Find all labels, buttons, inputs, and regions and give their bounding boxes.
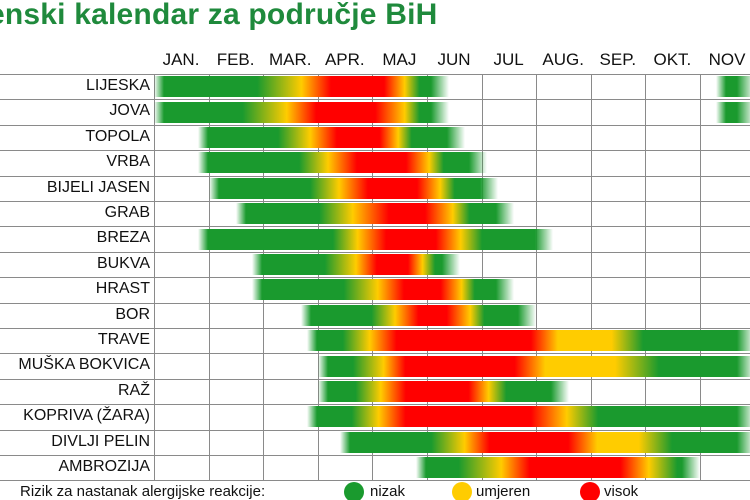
pollen-bar [154,101,449,123]
grid-vline [645,74,647,480]
month-label: APR. [324,50,365,69]
plant-label: DIVLJI PELIN [51,432,150,450]
grid-hline [0,455,750,456]
grid-vline [208,74,210,480]
pollen-bar [716,76,750,98]
pollen-bar [235,203,515,225]
month-label: JUL [493,50,524,69]
grid-vline [481,74,483,480]
grid-vline [700,74,701,480]
grid-vline [536,74,538,480]
grid-hline [0,353,750,355]
grid-hline [0,480,750,482]
month-label: FEB. [216,50,255,69]
grid-hline [0,226,750,228]
plant-label: VRBA [106,153,150,171]
plant-label: BUKVA [96,254,150,272]
legend-dot-low [344,482,364,500]
plant-label: RAŽ [118,381,150,399]
plant-label: HRAST [95,280,150,298]
pollen-bar [317,381,569,402]
month-label: NOV [708,50,746,69]
plant-label: GRAB [104,204,150,221]
grid-hline [0,277,750,279]
grid-vline [263,74,265,480]
pollen-bar [208,177,498,199]
plant-label: LIJESKA [85,77,150,94]
grid-hline [0,328,750,329]
month-label: OKT. [653,50,692,69]
grid-hline [0,378,750,380]
plant-label: MUŠKA BOKVICA [18,356,150,374]
legend-dot-medium [452,482,472,500]
pollen-bar [301,304,537,326]
legend-item-low: nizak [370,483,406,500]
pollen-bar [252,254,460,275]
grid-hline [0,99,750,101]
grid-hline [0,175,750,177]
plant-label: AMBROZIJA [58,458,150,475]
month-label: MAJ [382,50,417,69]
pollen-bar [197,228,553,250]
grid-vline [372,74,374,480]
pollen-bar [339,431,750,453]
grid-hline [0,404,750,406]
plant-label: KOPRIVA (ŽARA) [23,407,150,425]
grid-hline [0,74,750,75]
grid-hline [0,201,750,202]
pollen-bar [317,355,750,377]
pollen-bar [154,76,449,98]
pollen-bar [416,457,700,479]
grid-vline [427,74,428,480]
plant-label: TRAVE [97,331,150,348]
pollen-bar [252,279,515,301]
chart-title: enski kalendar za područje BiH [0,0,438,31]
month-label: AUG. [542,50,584,69]
plant-label: TOPOLA [85,127,150,145]
grid-vline [154,74,155,480]
grid-hline [0,150,750,152]
legend-item-high: visok [604,483,639,500]
grid-hline [0,302,750,304]
pollen-bar [197,127,466,148]
legend-item-medium: umjeren [476,483,531,500]
pollen-bar [306,330,750,352]
month-label: SEP. [599,50,637,69]
month-label: JAN. [162,50,200,69]
legend-dot-high [580,482,600,500]
month-label: MAR. [268,50,312,69]
grid-hline [0,124,750,126]
legend-label: Rizik za nastanak alergijske reakcije: [20,483,266,500]
grid-hline [0,251,750,253]
plant-label: BREZA [96,229,150,247]
grid-vline [590,74,592,480]
pollen-bar [197,152,488,174]
month-label: JUN [437,50,471,69]
grid-hline [0,429,750,431]
pollen-bar [716,101,750,123]
plant-label: JOVA [109,102,150,120]
pollen-bar [306,406,750,428]
plant-label: BIJELI JASEN [46,178,150,196]
plant-label: BOR [115,305,150,323]
grid-vline [317,74,319,480]
